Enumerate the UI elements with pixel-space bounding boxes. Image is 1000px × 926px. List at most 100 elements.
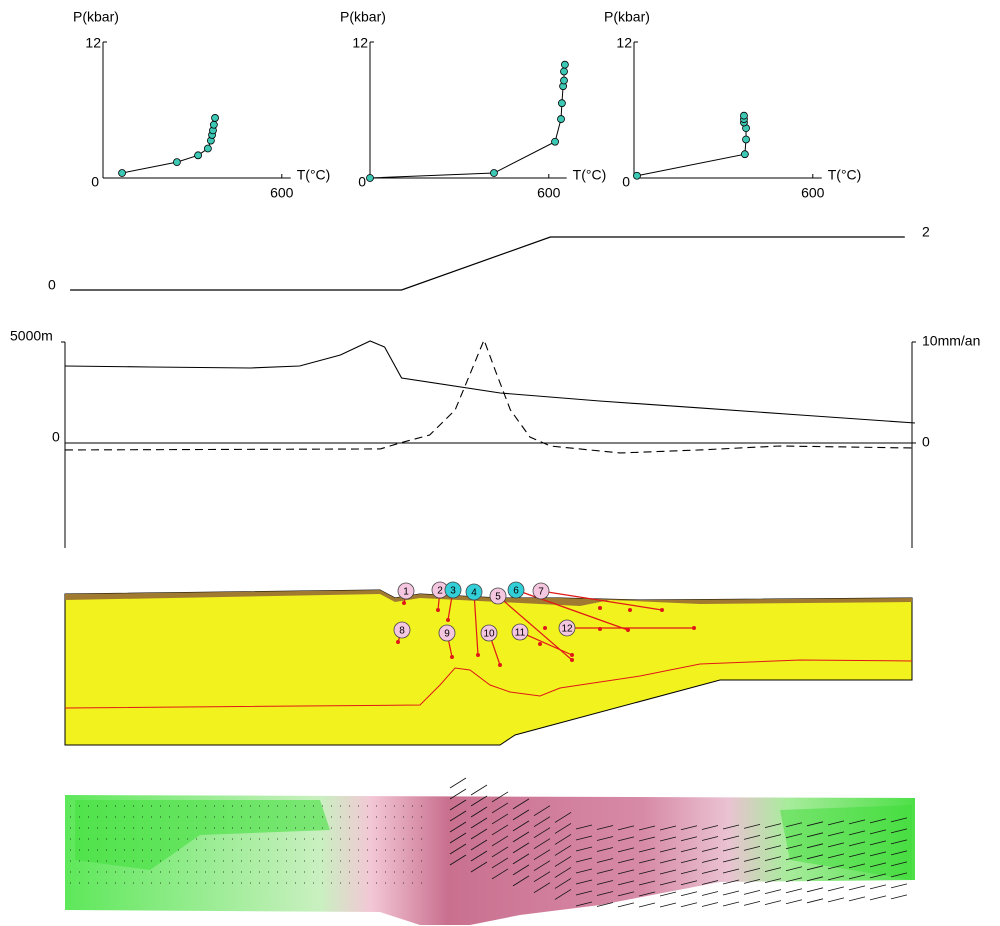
y-tick-label: 0 [52, 429, 60, 445]
arrow [575, 824, 593, 830]
arrow [659, 869, 677, 875]
arrow [722, 868, 740, 874]
arrow [680, 836, 698, 842]
arrow [533, 805, 551, 817]
arrow [764, 856, 782, 861]
arrow [680, 891, 698, 897]
arrow [890, 839, 908, 845]
series-line [64, 340, 916, 424]
y2-tick-label: 10mm/an [922, 333, 980, 349]
arrow [806, 832, 824, 838]
pt-point [742, 135, 750, 144]
y2-tick-label: 0 [922, 434, 930, 450]
arrow [806, 843, 824, 849]
arrow [827, 842, 845, 848]
arrow [554, 834, 572, 845]
arrow [743, 823, 761, 829]
marker [444, 581, 462, 599]
y-tick-label: 0 [91, 174, 99, 190]
arrow [491, 791, 509, 803]
pt-point [557, 115, 565, 123]
arrow [722, 901, 740, 907]
pt-point [211, 114, 219, 122]
arrow [680, 869, 698, 875]
arrow [890, 817, 908, 823]
arrow [617, 825, 635, 831]
arrow [659, 836, 677, 842]
arrow [680, 847, 698, 853]
arrow [680, 858, 698, 864]
arrow [470, 861, 488, 873]
arrow [869, 884, 887, 890]
arrow [701, 858, 719, 863]
marker-label: 10 [483, 629, 495, 640]
arrow [512, 864, 530, 876]
x-axis-label: T(°C) [297, 167, 331, 183]
arrow [869, 840, 887, 846]
marker-label: 2 [437, 586, 443, 597]
pt-point [633, 171, 641, 180]
y-tick-label: 0 [358, 174, 366, 190]
pt-path [636, 115, 747, 177]
arrow [743, 867, 761, 873]
arrow [638, 880, 656, 886]
marker-label: 6 [513, 586, 519, 597]
marker [397, 582, 415, 600]
arrow [764, 867, 782, 872]
arrow [764, 889, 782, 894]
y-axis-label: P(kbar) [73, 9, 119, 25]
arrow [806, 898, 824, 904]
arrow [869, 818, 887, 824]
arrow [449, 788, 467, 800]
arrow [764, 878, 782, 883]
arrow [701, 847, 719, 852]
arrow [491, 813, 509, 825]
arrow [617, 891, 635, 897]
arrow [575, 879, 593, 885]
arrow [575, 868, 593, 874]
arrow [470, 795, 488, 807]
arrow [491, 846, 509, 858]
arrow [827, 853, 845, 859]
arrow [554, 889, 572, 900]
arrow [449, 777, 467, 789]
arrow [743, 834, 761, 840]
series-line [64, 338, 916, 454]
marker-label: 5 [495, 592, 501, 603]
arrow [827, 886, 845, 892]
arrow [722, 890, 740, 896]
x-tick-label: 600 [270, 185, 294, 201]
marker [558, 619, 576, 637]
arrow [638, 902, 656, 908]
pt-point [560, 60, 569, 69]
arrow [554, 867, 572, 878]
arrow [806, 821, 824, 827]
arrow [617, 836, 635, 842]
arrow [596, 836, 614, 841]
arrow [680, 880, 698, 886]
arrow [512, 820, 530, 832]
arrow [764, 900, 782, 905]
arrow [785, 888, 803, 894]
arrow [659, 847, 677, 853]
arrow [890, 883, 908, 889]
arrow [491, 824, 509, 836]
arrow [554, 823, 572, 834]
x-axis-label: T(°C) [828, 167, 862, 183]
arrow [701, 880, 719, 885]
arrow [743, 856, 761, 862]
pt-point [366, 174, 374, 182]
arrow [659, 902, 677, 908]
marker-label: 12 [561, 624, 573, 635]
arrow [743, 878, 761, 884]
marker [489, 587, 507, 605]
arrow [701, 902, 719, 907]
arrow [575, 857, 593, 863]
arrow [470, 784, 488, 796]
y-tick-label: 0 [622, 174, 630, 190]
arrow [449, 843, 467, 855]
arrow [785, 833, 803, 839]
arrow [743, 900, 761, 906]
arrow [512, 831, 530, 843]
arrow [512, 809, 530, 821]
